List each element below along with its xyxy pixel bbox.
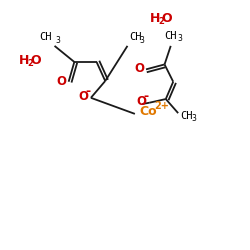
Text: H: H [18, 54, 29, 67]
Text: O: O [137, 95, 147, 108]
Text: O: O [135, 62, 145, 76]
Text: O: O [31, 54, 41, 67]
Text: O: O [57, 75, 67, 88]
Text: CH: CH [130, 32, 142, 42]
Text: CH: CH [40, 32, 52, 42]
Text: 2: 2 [159, 18, 164, 26]
Text: 2: 2 [28, 60, 34, 68]
Text: O: O [78, 90, 88, 103]
Text: -: - [85, 85, 90, 98]
Text: 3: 3 [139, 36, 144, 45]
Text: CH: CH [180, 110, 193, 120]
Text: -: - [143, 90, 148, 103]
Text: H: H [150, 12, 160, 25]
Text: 3: 3 [178, 34, 182, 43]
Text: 3: 3 [55, 36, 60, 45]
Text: O: O [162, 12, 172, 25]
Text: CH: CH [164, 32, 177, 42]
Text: 3: 3 [191, 114, 196, 122]
Text: Co: Co [140, 105, 157, 118]
Text: 2+: 2+ [154, 101, 169, 111]
